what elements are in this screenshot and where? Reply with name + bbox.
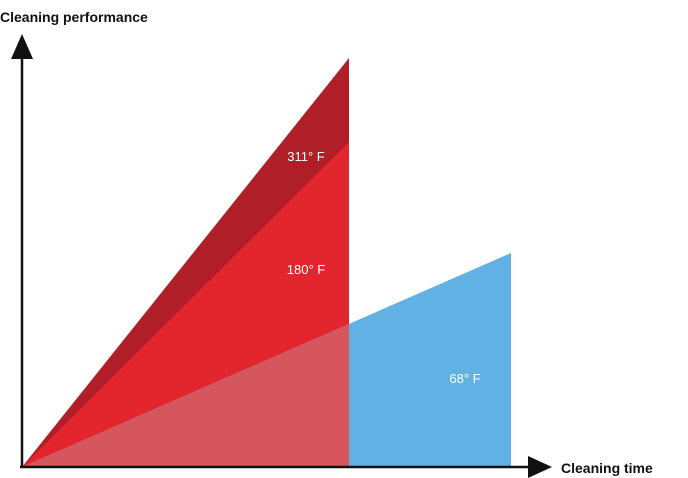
y-axis-label: Cleaning performance xyxy=(0,9,148,25)
region-68f xyxy=(22,253,511,467)
y-axis-arrowhead xyxy=(11,34,33,59)
label-68f: 68° F xyxy=(449,371,480,386)
x-axis-label: Cleaning time xyxy=(561,460,653,476)
x-axis-arrowhead xyxy=(528,456,552,478)
label-311f: 311° F xyxy=(287,149,325,164)
region-overlap xyxy=(22,324,349,467)
label-180f: 180° F xyxy=(287,262,326,277)
